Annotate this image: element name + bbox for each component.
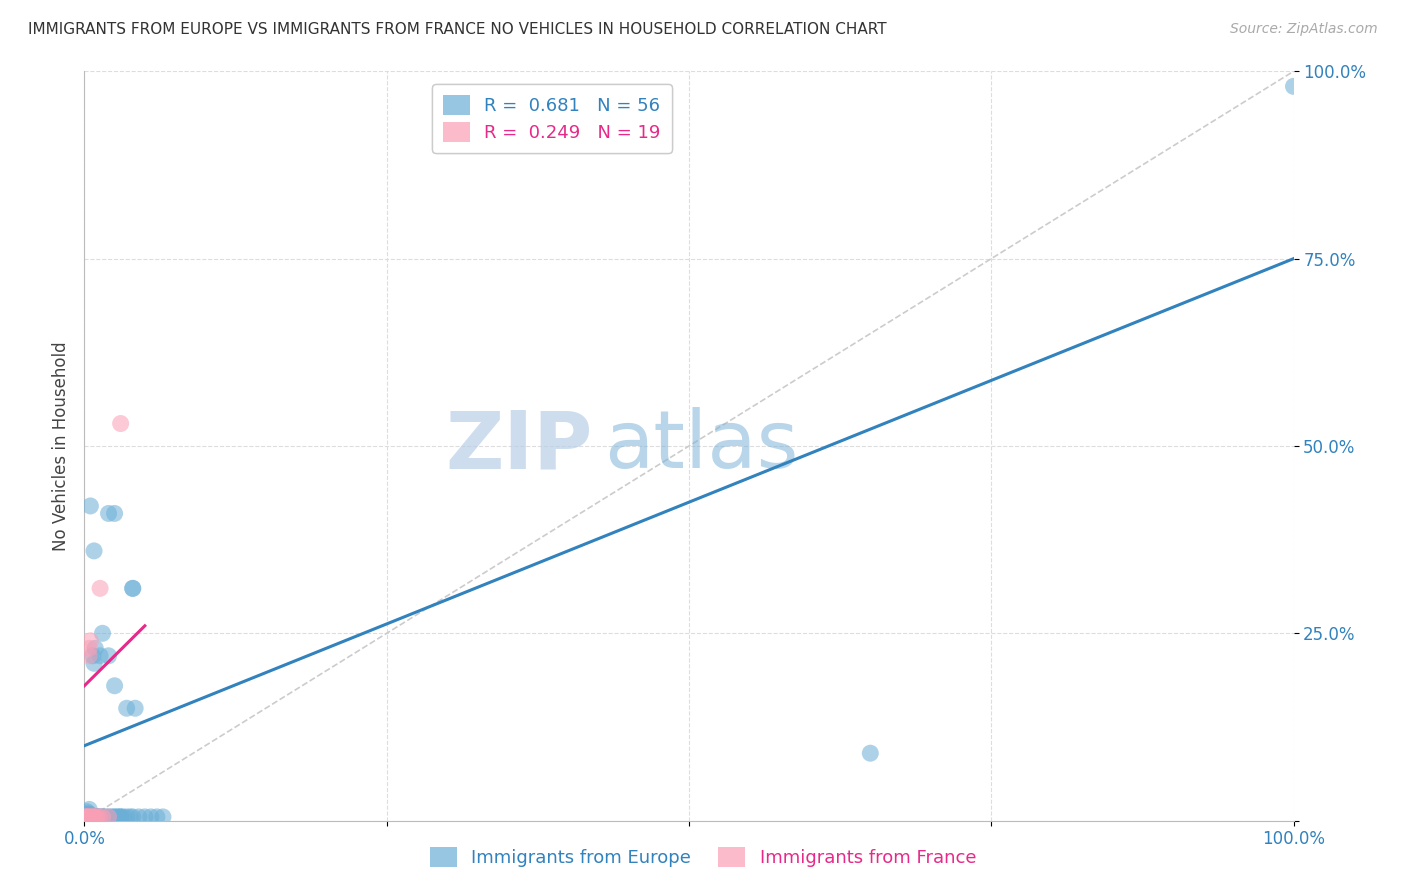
Point bbox=[120, 810, 142, 824]
Point bbox=[104, 679, 127, 693]
Point bbox=[79, 633, 101, 648]
Point bbox=[90, 810, 112, 824]
Point bbox=[83, 810, 105, 824]
Point bbox=[77, 806, 100, 821]
Point bbox=[87, 810, 110, 824]
Point bbox=[80, 810, 103, 824]
Point bbox=[83, 544, 105, 558]
Text: Source: ZipAtlas.com: Source: ZipAtlas.com bbox=[1230, 22, 1378, 37]
Point bbox=[86, 810, 108, 824]
Point bbox=[91, 810, 114, 824]
Point bbox=[87, 810, 110, 824]
Point bbox=[128, 810, 150, 824]
Point bbox=[77, 810, 100, 824]
Point bbox=[82, 648, 104, 663]
Point bbox=[100, 810, 122, 824]
Point bbox=[107, 810, 129, 824]
Point bbox=[84, 810, 107, 824]
Point bbox=[91, 626, 114, 640]
Point bbox=[97, 648, 120, 663]
Point bbox=[79, 810, 101, 824]
Point bbox=[152, 810, 174, 824]
Point bbox=[104, 810, 127, 824]
Point bbox=[82, 810, 104, 824]
Point bbox=[103, 810, 125, 824]
Point bbox=[86, 810, 108, 824]
Point bbox=[83, 810, 105, 824]
Point bbox=[80, 810, 103, 824]
Point bbox=[86, 810, 108, 824]
Text: IMMIGRANTS FROM EUROPE VS IMMIGRANTS FROM FRANCE NO VEHICLES IN HOUSEHOLD CORREL: IMMIGRANTS FROM EUROPE VS IMMIGRANTS FRO… bbox=[28, 22, 887, 37]
Point bbox=[97, 810, 120, 824]
Point bbox=[83, 657, 105, 671]
Point bbox=[139, 810, 162, 824]
Point bbox=[76, 810, 98, 824]
Point bbox=[112, 810, 135, 824]
Point bbox=[93, 810, 115, 824]
Point bbox=[82, 810, 104, 824]
Point bbox=[97, 507, 120, 521]
Point bbox=[76, 810, 98, 824]
Point bbox=[84, 641, 107, 656]
Point bbox=[77, 810, 100, 824]
Point bbox=[84, 810, 107, 824]
Point bbox=[86, 810, 108, 824]
Point bbox=[77, 802, 100, 816]
Point bbox=[115, 701, 138, 715]
Point bbox=[121, 582, 143, 596]
Y-axis label: No Vehicles in Household: No Vehicles in Household bbox=[52, 341, 70, 551]
Point bbox=[121, 810, 143, 824]
Text: atlas: atlas bbox=[605, 407, 799, 485]
Point bbox=[89, 648, 111, 663]
Point bbox=[76, 805, 98, 819]
Point bbox=[104, 507, 127, 521]
Point bbox=[75, 810, 97, 824]
Point bbox=[146, 810, 169, 824]
Point bbox=[76, 807, 98, 822]
Point bbox=[97, 810, 120, 824]
Point bbox=[79, 499, 101, 513]
Text: ZIP: ZIP bbox=[444, 407, 592, 485]
Point bbox=[77, 641, 100, 656]
Point bbox=[110, 810, 132, 824]
Point bbox=[110, 417, 132, 431]
Point bbox=[89, 582, 111, 596]
Point bbox=[124, 701, 146, 715]
Point bbox=[77, 648, 100, 663]
Point bbox=[94, 810, 117, 824]
Point bbox=[75, 810, 97, 824]
Point bbox=[77, 810, 100, 824]
Point bbox=[1282, 79, 1305, 94]
Legend: R =  0.681   N = 56, R =  0.249   N = 19: R = 0.681 N = 56, R = 0.249 N = 19 bbox=[432, 84, 672, 153]
Point bbox=[77, 810, 100, 824]
Point bbox=[121, 582, 143, 596]
Point bbox=[91, 810, 114, 824]
Legend: Immigrants from Europe, Immigrants from France: Immigrants from Europe, Immigrants from … bbox=[423, 839, 983, 874]
Point bbox=[79, 810, 101, 824]
Point bbox=[859, 746, 882, 760]
Point bbox=[105, 810, 128, 824]
Point bbox=[86, 810, 108, 824]
Point bbox=[134, 810, 156, 824]
Point bbox=[110, 810, 132, 824]
Point bbox=[79, 807, 101, 822]
Point bbox=[115, 810, 138, 824]
